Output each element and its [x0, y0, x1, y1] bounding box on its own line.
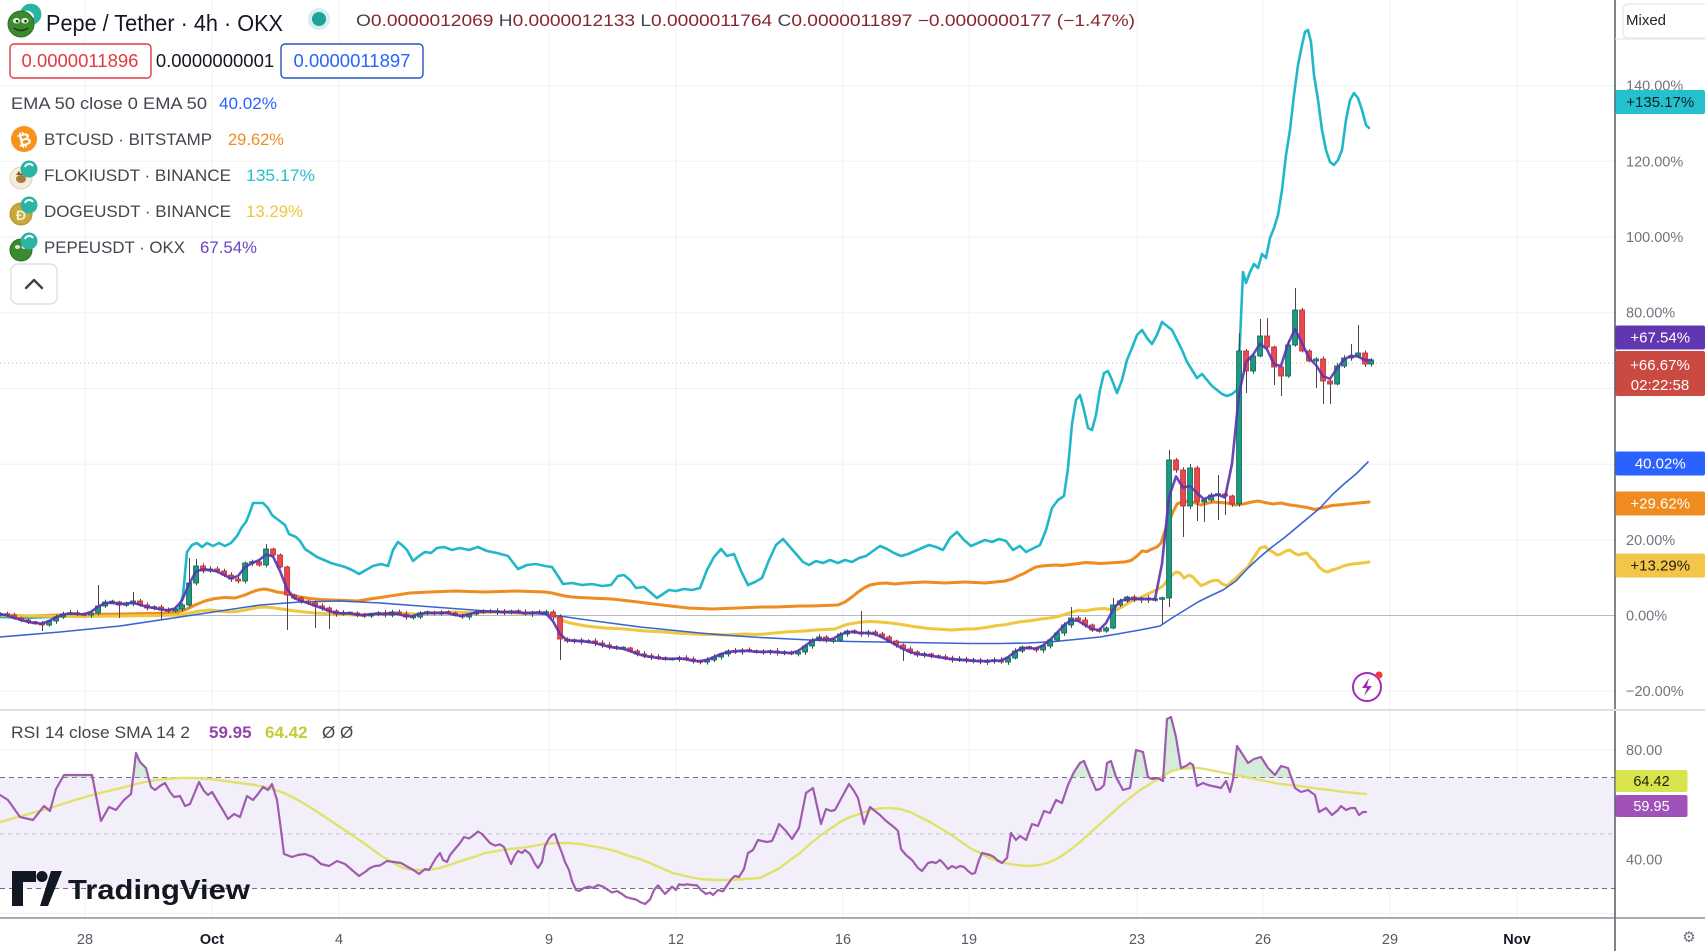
- svg-text:29: 29: [1382, 932, 1398, 948]
- svg-text:29.62%: 29.62%: [228, 130, 284, 149]
- svg-text:13.29%: 13.29%: [246, 202, 303, 221]
- svg-text:100.00%: 100.00%: [1626, 230, 1683, 246]
- svg-text:Nov: Nov: [1503, 932, 1530, 948]
- svg-text:Oct: Oct: [200, 932, 224, 948]
- svg-text:BTCUSD · BITSTAMP: BTCUSD · BITSTAMP: [44, 130, 212, 149]
- svg-text:64.42: 64.42: [1633, 774, 1669, 790]
- svg-text:23: 23: [1129, 932, 1145, 948]
- svg-text:O0.0000012069 H0.0000012133 L0: O 0.0000012069 H 0.0000012133 L0.000001176…: [356, 12, 1135, 30]
- svg-text:40.02%: 40.02%: [219, 94, 277, 113]
- svg-text:16: 16: [835, 932, 851, 948]
- svg-text:RSI 14 close SMA 14 2: RSI 14 close SMA 14 2: [11, 723, 190, 742]
- svg-text:−20.00%: −20.00%: [1626, 684, 1684, 700]
- svg-text:67.54%: 67.54%: [200, 238, 257, 257]
- svg-text:₿: ₿: [15, 129, 33, 151]
- svg-text:40.00: 40.00: [1626, 853, 1662, 869]
- svg-text:59.95: 59.95: [209, 723, 252, 742]
- svg-text:TradingView: TradingView: [68, 874, 250, 905]
- svg-text:Mixed: Mixed: [1626, 12, 1666, 29]
- svg-text:Pepe / Tether · 4h · OKX: Pepe / Tether · 4h · OKX: [46, 10, 283, 36]
- svg-text:EMA 50 close 0 EMA 50: EMA 50 close 0 EMA 50: [11, 94, 207, 113]
- svg-text:4: 4: [335, 932, 343, 948]
- svg-text:Ø Ø: Ø Ø: [322, 723, 353, 742]
- svg-text:0.0000011896: 0.0000011896: [22, 50, 139, 71]
- svg-text:0.0000011897: 0.0000011897: [294, 50, 411, 71]
- svg-text:80.00: 80.00: [1626, 743, 1662, 759]
- svg-text:135.17%: 135.17%: [246, 166, 315, 185]
- svg-text:0.00%: 0.00%: [1626, 609, 1667, 625]
- svg-text:DOGEUSDT · BINANCE: DOGEUSDT · BINANCE: [44, 202, 231, 221]
- svg-text:⚙: ⚙: [1682, 929, 1695, 946]
- svg-text:0.0000000001: 0.0000000001: [156, 50, 274, 71]
- svg-text:Đ: Đ: [16, 207, 26, 223]
- svg-text:80.00%: 80.00%: [1626, 306, 1675, 322]
- svg-text:40.02%: 40.02%: [1635, 456, 1686, 473]
- svg-text:120.00%: 120.00%: [1626, 154, 1683, 170]
- svg-text:19: 19: [961, 932, 977, 948]
- svg-text:+29.62%: +29.62%: [1630, 496, 1690, 513]
- svg-text:PEPEUSDT · OKX: PEPEUSDT · OKX: [44, 238, 185, 257]
- svg-text:+67.54%: +67.54%: [1630, 330, 1690, 347]
- svg-text:28: 28: [77, 932, 93, 948]
- svg-text:64.42: 64.42: [265, 723, 308, 742]
- svg-text:+66.67%: +66.67%: [1630, 357, 1690, 374]
- svg-text:12: 12: [668, 932, 684, 948]
- svg-text:9: 9: [545, 932, 553, 948]
- svg-text:26: 26: [1255, 932, 1271, 948]
- svg-text:+135.17%: +135.17%: [1626, 94, 1694, 111]
- svg-text:59.95: 59.95: [1633, 799, 1669, 815]
- svg-text:20.00%: 20.00%: [1626, 533, 1675, 549]
- svg-text:+13.29%: +13.29%: [1630, 558, 1690, 575]
- svg-text:FLOKIUSDT · BINANCE: FLOKIUSDT · BINANCE: [44, 166, 231, 185]
- svg-text:02:22:58: 02:22:58: [1631, 377, 1689, 394]
